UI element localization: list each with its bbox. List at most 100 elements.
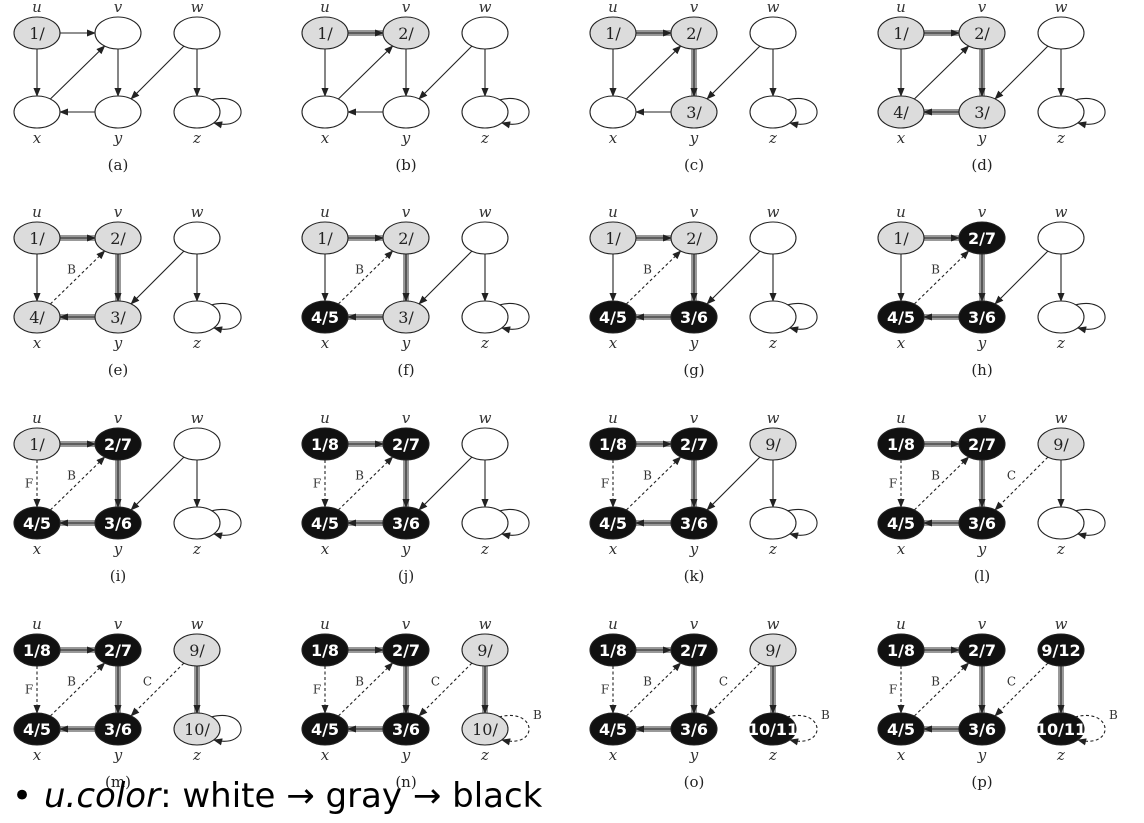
- node-y: [382, 712, 430, 746]
- node-v-times: 2/7: [968, 641, 996, 660]
- vertex-label-x: x: [609, 540, 618, 558]
- edge-w-y: [994, 662, 1049, 717]
- panel-caption: (l): [974, 567, 991, 585]
- node-w: [749, 16, 797, 50]
- vertex-label-v: v: [978, 0, 987, 16]
- edge-z-z: [210, 714, 242, 746]
- vertex-label-x: x: [609, 334, 618, 352]
- node-w-times: 9/: [765, 641, 781, 660]
- edge-w-y: [418, 662, 473, 717]
- panel-caption: (e): [108, 361, 129, 379]
- node-x: [877, 506, 925, 540]
- node-v: [94, 633, 142, 667]
- node-v: [94, 427, 142, 461]
- panel-caption: (m): [105, 773, 131, 791]
- edge-w-y: [706, 45, 761, 100]
- vertex-label-u: u: [608, 0, 618, 16]
- node-x-times: 4/5: [311, 514, 339, 533]
- node-w-times: 9/: [765, 435, 781, 454]
- vertex-label-x: x: [33, 540, 42, 558]
- node-u-times: 1/: [317, 24, 333, 43]
- bullet-dot: •: [11, 776, 33, 816]
- vertex-label-z: z: [768, 129, 777, 147]
- edge-x-v: [337, 662, 394, 717]
- node-y-times: 3/: [686, 103, 702, 122]
- vertex-label-w: w: [1055, 409, 1068, 427]
- edge-x-v: [49, 250, 106, 305]
- vertex-label-w: w: [191, 615, 204, 633]
- node-x-times: 4/: [29, 308, 45, 327]
- node-x: [589, 300, 637, 334]
- node-u-times: 1/8: [311, 641, 339, 660]
- edge-label-w-y: C: [431, 675, 440, 689]
- vertex-label-z: z: [480, 540, 489, 558]
- vertex-label-v: v: [114, 0, 123, 16]
- vertex-label-z: z: [480, 334, 489, 352]
- node-u: [301, 633, 349, 667]
- node-u: [589, 16, 637, 50]
- edge-label-x-v: B: [67, 263, 76, 277]
- node-u: [301, 427, 349, 461]
- node-x: [301, 712, 349, 746]
- node-v-times: 2/: [398, 24, 414, 43]
- node-v-times: 2/: [398, 229, 414, 248]
- vertex-label-v: v: [690, 0, 699, 16]
- edge-x-v: [625, 45, 682, 100]
- node-v-times: 2/: [110, 229, 126, 248]
- vertex-label-w: w: [1055, 0, 1068, 16]
- vertex-label-x: x: [321, 746, 330, 764]
- panel-caption: (c): [684, 156, 704, 174]
- vertex-label-u: u: [320, 203, 330, 221]
- vertex-label-x: x: [609, 746, 618, 764]
- node-w: [749, 427, 797, 461]
- vertex-label-v: v: [978, 615, 987, 633]
- edge-label-x-v: B: [355, 675, 364, 689]
- edge-x-v: [337, 250, 394, 305]
- panel-n: F B C B 1/8 u 2/7 v 9/w 4/5 x 3/6 y 10/z (n): [301, 615, 542, 791]
- node-x-times: 4/5: [23, 514, 51, 533]
- node-v-times: 2/7: [392, 641, 420, 660]
- vertex-label-w: w: [479, 0, 492, 16]
- node-z: [461, 300, 509, 334]
- edge-label-x-v: B: [931, 469, 940, 483]
- node-u-times: 1/8: [599, 435, 627, 454]
- panel-caption: (h): [971, 361, 992, 379]
- node-u-times: 1/: [29, 435, 45, 454]
- node-z: [173, 712, 221, 746]
- node-v: [958, 16, 1006, 50]
- edge-w-y: [418, 250, 473, 305]
- node-z: [749, 712, 797, 746]
- node-x-times: 4/5: [311, 720, 339, 739]
- node-w-times: 9/: [189, 641, 205, 660]
- panel-caption: (f): [397, 361, 414, 379]
- edge-z-z: [786, 302, 818, 334]
- node-y: [958, 95, 1006, 129]
- node-z: [1037, 95, 1085, 129]
- vertex-label-v: v: [402, 615, 411, 633]
- vertex-label-y: y: [401, 334, 411, 352]
- edge-label-u-x: F: [313, 477, 321, 491]
- node-x: [589, 712, 637, 746]
- node-z: [749, 95, 797, 129]
- panel-caption: (j): [398, 567, 414, 585]
- node-w-times: 9/: [477, 641, 493, 660]
- edge-z-z: [786, 508, 818, 540]
- edge-label-x-v: B: [643, 469, 652, 483]
- node-z: [749, 506, 797, 540]
- vertex-label-z: z: [1056, 746, 1065, 764]
- bullet-field: u.color: [44, 776, 161, 816]
- node-y: [958, 712, 1006, 746]
- node-w: [461, 633, 509, 667]
- node-x: [301, 95, 349, 129]
- node-x-times: 4/5: [311, 308, 339, 327]
- node-v: [382, 221, 430, 255]
- node-x: [13, 300, 61, 334]
- node-u: [877, 427, 925, 461]
- edge-label-x-v: B: [931, 675, 940, 689]
- vertex-label-u: u: [896, 203, 906, 221]
- node-z: [461, 95, 509, 129]
- node-z: [461, 712, 509, 746]
- panel-p: F B C B 1/8 u 2/7 v 9/12 w 4/5 x 3/6 y 10/11 z (p): [877, 615, 1118, 791]
- node-x: [13, 506, 61, 540]
- vertex-label-w: w: [191, 409, 204, 427]
